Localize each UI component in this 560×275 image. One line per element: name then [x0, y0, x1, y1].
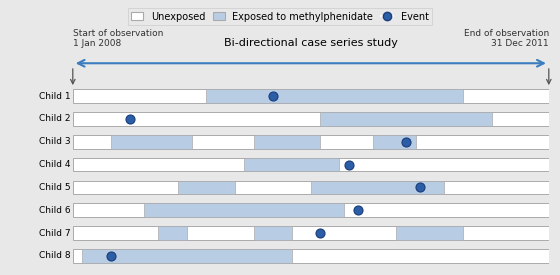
Text: Child 1: Child 1 [39, 92, 71, 101]
Bar [254, 135, 320, 149]
Text: Bi-directional case series study: Bi-directional case series study [224, 39, 398, 48]
Bar [311, 181, 444, 194]
Bar [73, 135, 549, 149]
Text: Child 7: Child 7 [39, 229, 71, 238]
Bar [372, 135, 416, 149]
Bar [144, 204, 344, 217]
Text: Child 8: Child 8 [39, 251, 71, 260]
Text: Start of observation
1 Jan 2008: Start of observation 1 Jan 2008 [73, 29, 163, 48]
Bar [73, 204, 549, 217]
Bar [206, 89, 463, 103]
Bar [111, 135, 192, 149]
Bar [73, 89, 549, 103]
Bar [254, 226, 292, 240]
Bar [178, 181, 235, 194]
Bar [73, 112, 549, 126]
Text: Child 6: Child 6 [39, 206, 71, 215]
Text: End of observation
31 Dec 2011: End of observation 31 Dec 2011 [464, 29, 549, 48]
Bar [73, 249, 549, 263]
Bar [82, 249, 292, 263]
Bar [320, 112, 492, 126]
Text: Child 2: Child 2 [39, 114, 71, 123]
Bar [73, 181, 549, 194]
Bar [73, 158, 549, 171]
Legend: Unexposed, Exposed to methylphenidate, Event: Unexposed, Exposed to methylphenidate, E… [128, 8, 432, 25]
Bar [244, 158, 339, 171]
Bar [158, 226, 187, 240]
Bar [396, 226, 463, 240]
Text: Child 5: Child 5 [39, 183, 71, 192]
Text: Child 3: Child 3 [39, 137, 71, 146]
Text: Child 4: Child 4 [39, 160, 71, 169]
Bar [73, 226, 549, 240]
